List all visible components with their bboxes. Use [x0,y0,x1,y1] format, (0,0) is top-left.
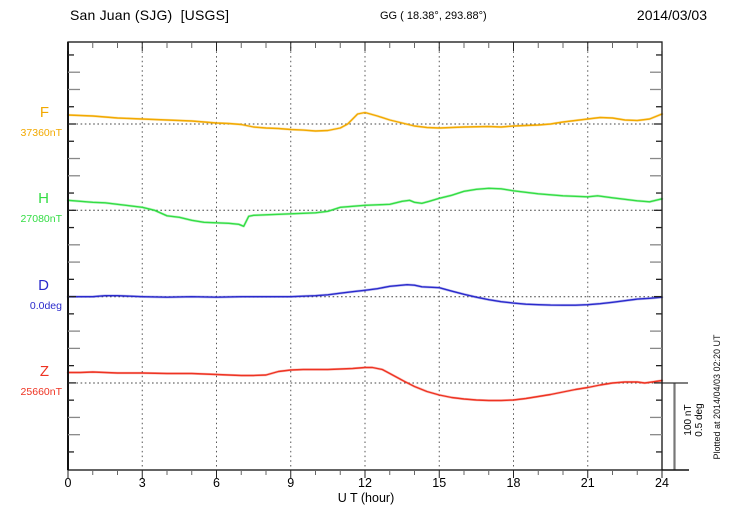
trace-F [67,111,663,132]
x-tick-label-15: 15 [432,476,447,490]
x-tick-label-18: 18 [506,476,521,490]
geographic-coords: GG ( 18.38°, 293.88°) [380,10,487,22]
channel-letter-H: H [38,190,49,208]
plotted-at-note: Plotted at 2014/04/03 02:20 UT [712,334,722,460]
channel-letter-F: F [39,104,49,121]
x-tick-label-9: 9 [287,476,295,490]
channel-reference-D: 0.0deg [29,299,62,312]
plot-frame [67,41,663,471]
channel-reference-H: 27080nT [20,213,62,226]
trace-D [67,284,663,306]
channel-label-Z: Z 25660nT [0,363,62,398]
station-title: San Juan (SJG) [USGS] [70,7,230,23]
channel-reference-F: 37360nT [20,127,62,139]
x-tick-label-24: 24 [655,476,669,490]
scale-bar-label-deg: 0.5 deg [694,403,705,437]
x-tick-label-6: 6 [213,476,220,490]
channel-label-H: H 27080nT [0,190,62,226]
x-tick-label-3: 3 [138,476,146,490]
x-tick-label-12: 12 [358,476,372,490]
x-tick-label-21: 21 [580,476,595,490]
x-axis-ticks [67,42,663,478]
x-tick-label-0: 0 [64,476,72,490]
y-axis-ticks [68,54,662,453]
channel-label-D: D 0.0deg [0,276,62,312]
x-axis-title: U T (hour) [337,491,395,505]
scale-bar-label-nt: 100 nT [683,404,694,436]
trace-glow-F [66,111,664,133]
channel-letter-D: D [38,276,49,294]
channel-reference-Z: 25660nT [20,386,62,398]
channel-label-F: F 37360nT [0,104,62,139]
scale-bar-label: 100 nT 0.5 deg [683,375,707,465]
channel-letter-Z: Z [39,363,49,380]
plot-date: 2014/03/03 [636,7,707,23]
trace-H [67,187,663,228]
trace-Z [67,366,663,402]
